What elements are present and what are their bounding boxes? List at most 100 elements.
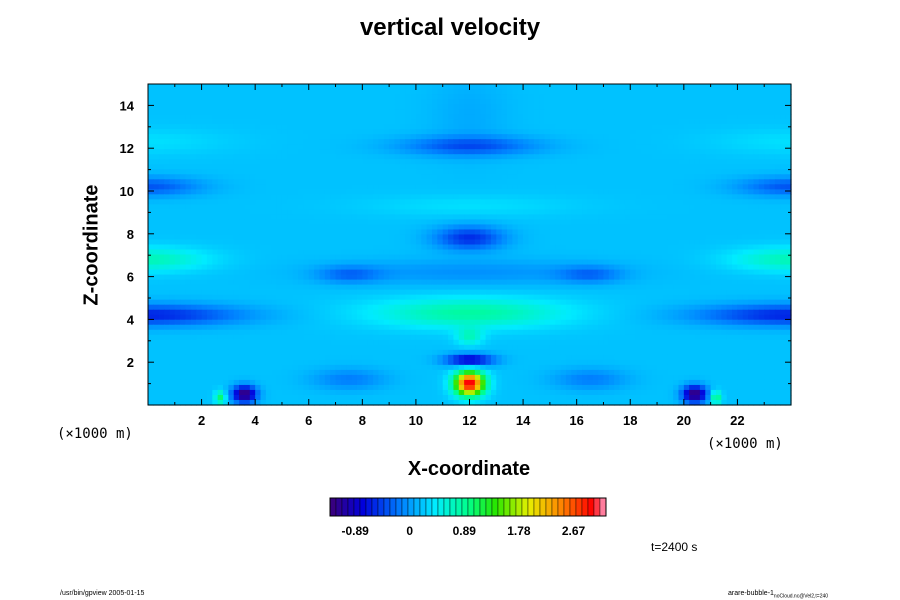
heatmap-cell: [501, 269, 508, 276]
heatmap-cell: [153, 259, 160, 266]
heatmap-cell: [673, 254, 680, 261]
heatmap-cell: [523, 259, 530, 266]
heatmap-cell: [603, 154, 610, 160]
heatmap-cell: [528, 184, 535, 190]
heatmap-cell: [346, 254, 353, 261]
heatmap-cell: [308, 129, 315, 135]
heatmap-cell: [587, 139, 594, 145]
heatmap-cell: [774, 139, 781, 145]
heatmap-cell: [469, 134, 476, 140]
heatmap-cell: [217, 199, 224, 205]
heatmap-cell: [753, 89, 760, 95]
heatmap-cell: [158, 219, 165, 226]
heatmap-cell: [715, 129, 722, 135]
heatmap-cell: [715, 99, 722, 105]
heatmap-cell: [346, 114, 353, 120]
heatmap-cell: [367, 99, 374, 105]
heatmap-cell: [458, 184, 465, 190]
heatmap-cell: [265, 239, 272, 246]
heatmap-cell: [673, 109, 680, 115]
heatmap-cell: [721, 164, 728, 170]
heatmap-cell: [453, 134, 460, 140]
heatmap-cell: [721, 259, 728, 266]
heatmap-cell: [748, 269, 755, 276]
heatmap-cell: [764, 154, 771, 160]
heatmap-cell: [437, 154, 444, 160]
heatmap-cell: [662, 264, 669, 271]
heatmap-cell: [753, 134, 760, 140]
heatmap-cell: [555, 274, 562, 281]
heatmap-cell: [512, 159, 519, 165]
heatmap-cell: [410, 174, 417, 180]
heatmap-cell: [244, 279, 251, 286]
heatmap-cell: [608, 184, 615, 190]
heatmap-cell: [351, 94, 358, 100]
heatmap-cell: [576, 94, 583, 100]
heatmap-cell: [619, 134, 626, 140]
heatmap-cell: [448, 109, 455, 115]
heatmap-cell: [544, 104, 551, 110]
heatmap-cell: [635, 204, 642, 210]
heatmap-cell: [233, 164, 240, 170]
heatmap-cell: [415, 239, 422, 246]
heatmap-cell: [346, 109, 353, 115]
heatmap-cell: [319, 234, 326, 241]
heatmap-cell: [228, 139, 235, 145]
heatmap-cell: [689, 254, 696, 261]
heatmap-cell: [549, 114, 556, 120]
heatmap-cell: [265, 134, 272, 140]
heatmap-cell: [180, 194, 187, 200]
heatmap-cell: [474, 264, 481, 271]
heatmap-cell: [598, 204, 605, 210]
heatmap-cell: [619, 234, 626, 241]
heatmap-cell: [732, 204, 739, 210]
heatmap-cell: [758, 254, 765, 261]
heatmap-cell: [705, 159, 712, 165]
heatmap-cell: [367, 264, 374, 271]
heatmap-cell: [367, 274, 374, 281]
heatmap-cell: [335, 99, 342, 105]
heatmap-cell: [383, 179, 390, 185]
heatmap-cell: [373, 189, 380, 195]
heatmap-cell: [764, 184, 771, 190]
heatmap-cell: [448, 84, 455, 90]
heatmap-cell: [255, 219, 262, 226]
heatmap-cell: [223, 274, 229, 281]
heatmap-cell: [206, 234, 213, 241]
heatmap-cell: [249, 189, 256, 195]
heatmap-cell: [748, 259, 755, 266]
heatmap-cell: [549, 279, 556, 286]
heatmap-cell: [287, 284, 294, 291]
heatmap-cell: [640, 194, 647, 200]
heatmap-cell: [415, 139, 422, 145]
heatmap-cell: [378, 239, 385, 246]
heatmap-cell: [271, 254, 278, 261]
heatmap-cell: [646, 279, 653, 286]
heatmap-cell: [298, 214, 304, 221]
heatmap-cell: [180, 144, 187, 150]
heatmap-cell: [319, 224, 326, 231]
heatmap-cell: [367, 109, 374, 115]
heatmap-cell: [405, 289, 412, 296]
heatmap-cell: [576, 229, 583, 236]
heatmap-cell: [405, 264, 412, 271]
heatmap-cell: [608, 114, 615, 120]
heatmap-cell: [576, 119, 583, 125]
heatmap-cell: [480, 279, 487, 286]
heatmap-cell: [748, 249, 755, 256]
heatmap-cell: [715, 194, 722, 200]
heatmap-cell: [324, 244, 331, 251]
heatmap-cell: [571, 164, 578, 170]
heatmap-cell: [431, 199, 438, 205]
heatmap-cell: [640, 99, 647, 105]
heatmap-cell: [169, 89, 176, 95]
heatmap-cell: [753, 114, 760, 120]
heatmap-cell: [780, 124, 787, 130]
heatmap-cell: [292, 119, 299, 125]
heatmap-cell: [560, 104, 567, 110]
heatmap-cell: [239, 199, 246, 205]
heatmap-cell: [619, 169, 626, 175]
heatmap-cell: [689, 149, 696, 155]
heatmap-cell: [185, 124, 192, 130]
heatmap-cell: [726, 249, 733, 256]
